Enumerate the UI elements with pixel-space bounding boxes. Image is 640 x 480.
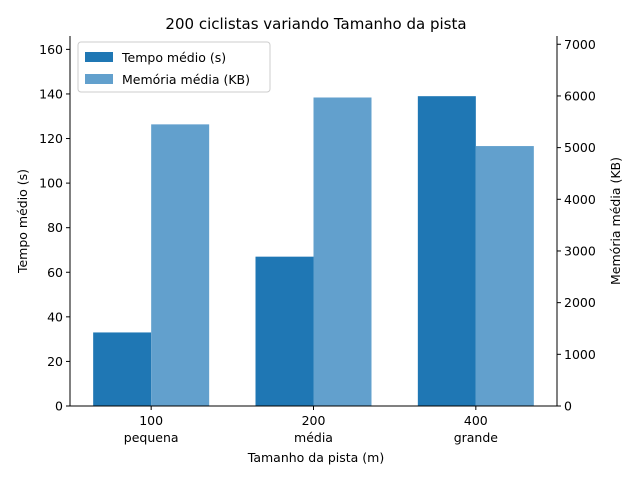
bar-tempo-1: [255, 256, 314, 406]
x-tick-label-value-0: 100: [139, 413, 163, 428]
y-tick-label-6: 120: [39, 131, 63, 146]
x-tick-label-size-1: média: [294, 430, 333, 445]
y-tick-label-5: 100: [39, 176, 63, 191]
y2-tick-label-5: 5000: [564, 140, 596, 155]
y-tick-label-4: 80: [47, 220, 63, 235]
right-axis: 0 1000 2000 3000 4000 5000 6000 7000: [557, 37, 596, 414]
y2-tick-label-3: 3000: [564, 243, 596, 258]
bar-memoria-2: [475, 146, 534, 407]
bar-tempo-2: [417, 96, 476, 406]
bars-layer: [93, 96, 534, 407]
y2-tick-label-1: 1000: [564, 347, 596, 362]
legend-swatch-0: [85, 52, 113, 62]
y2-tick-label-7: 7000: [564, 37, 596, 52]
x-tick-label-value-2: 400: [464, 413, 488, 428]
legend-label-1: Memória média (KB): [122, 72, 250, 87]
legend-label-0: Tempo médio (s): [121, 50, 226, 65]
y-tick-label-0: 0: [55, 399, 63, 414]
y-axis-label: Tempo médio (s): [15, 169, 30, 274]
bar-memoria-1: [313, 97, 372, 406]
x-tick-label-size-2: grande: [454, 430, 499, 445]
y-tick-label-1: 20: [47, 354, 63, 369]
y-tick-label-7: 140: [39, 86, 63, 101]
chart-title: 200 ciclistas variando Tamanho da pista: [165, 15, 466, 33]
bar-memoria-0: [151, 124, 210, 407]
legend-box: [77, 41, 271, 93]
y-tick-label-8: 160: [39, 42, 63, 57]
legend: Tempo médio (s) Memória média (KB): [77, 41, 271, 93]
y2-tick-label-6: 6000: [564, 88, 596, 103]
x-tick-label-size-0: pequena: [124, 430, 179, 445]
x-tick-label-value-1: 200: [302, 413, 326, 428]
y2-axis-label: Memória média (KB): [608, 157, 623, 285]
y-tick-label-3: 60: [47, 265, 63, 280]
y2-tick-label-2: 2000: [564, 295, 596, 310]
x-axis-label: Tamanho da pista (m): [247, 450, 384, 465]
x-axis: 100 pequena 200 média 400 grande: [124, 406, 498, 445]
y2-tick-label-0: 0: [564, 399, 572, 414]
y-tick-label-2: 40: [47, 309, 63, 324]
left-axis: 0 20 40 60 80 100 120 140 160: [39, 42, 70, 414]
legend-swatch-1: [85, 74, 113, 84]
bar-tempo-0: [93, 332, 152, 406]
y2-tick-label-4: 4000: [564, 192, 596, 207]
